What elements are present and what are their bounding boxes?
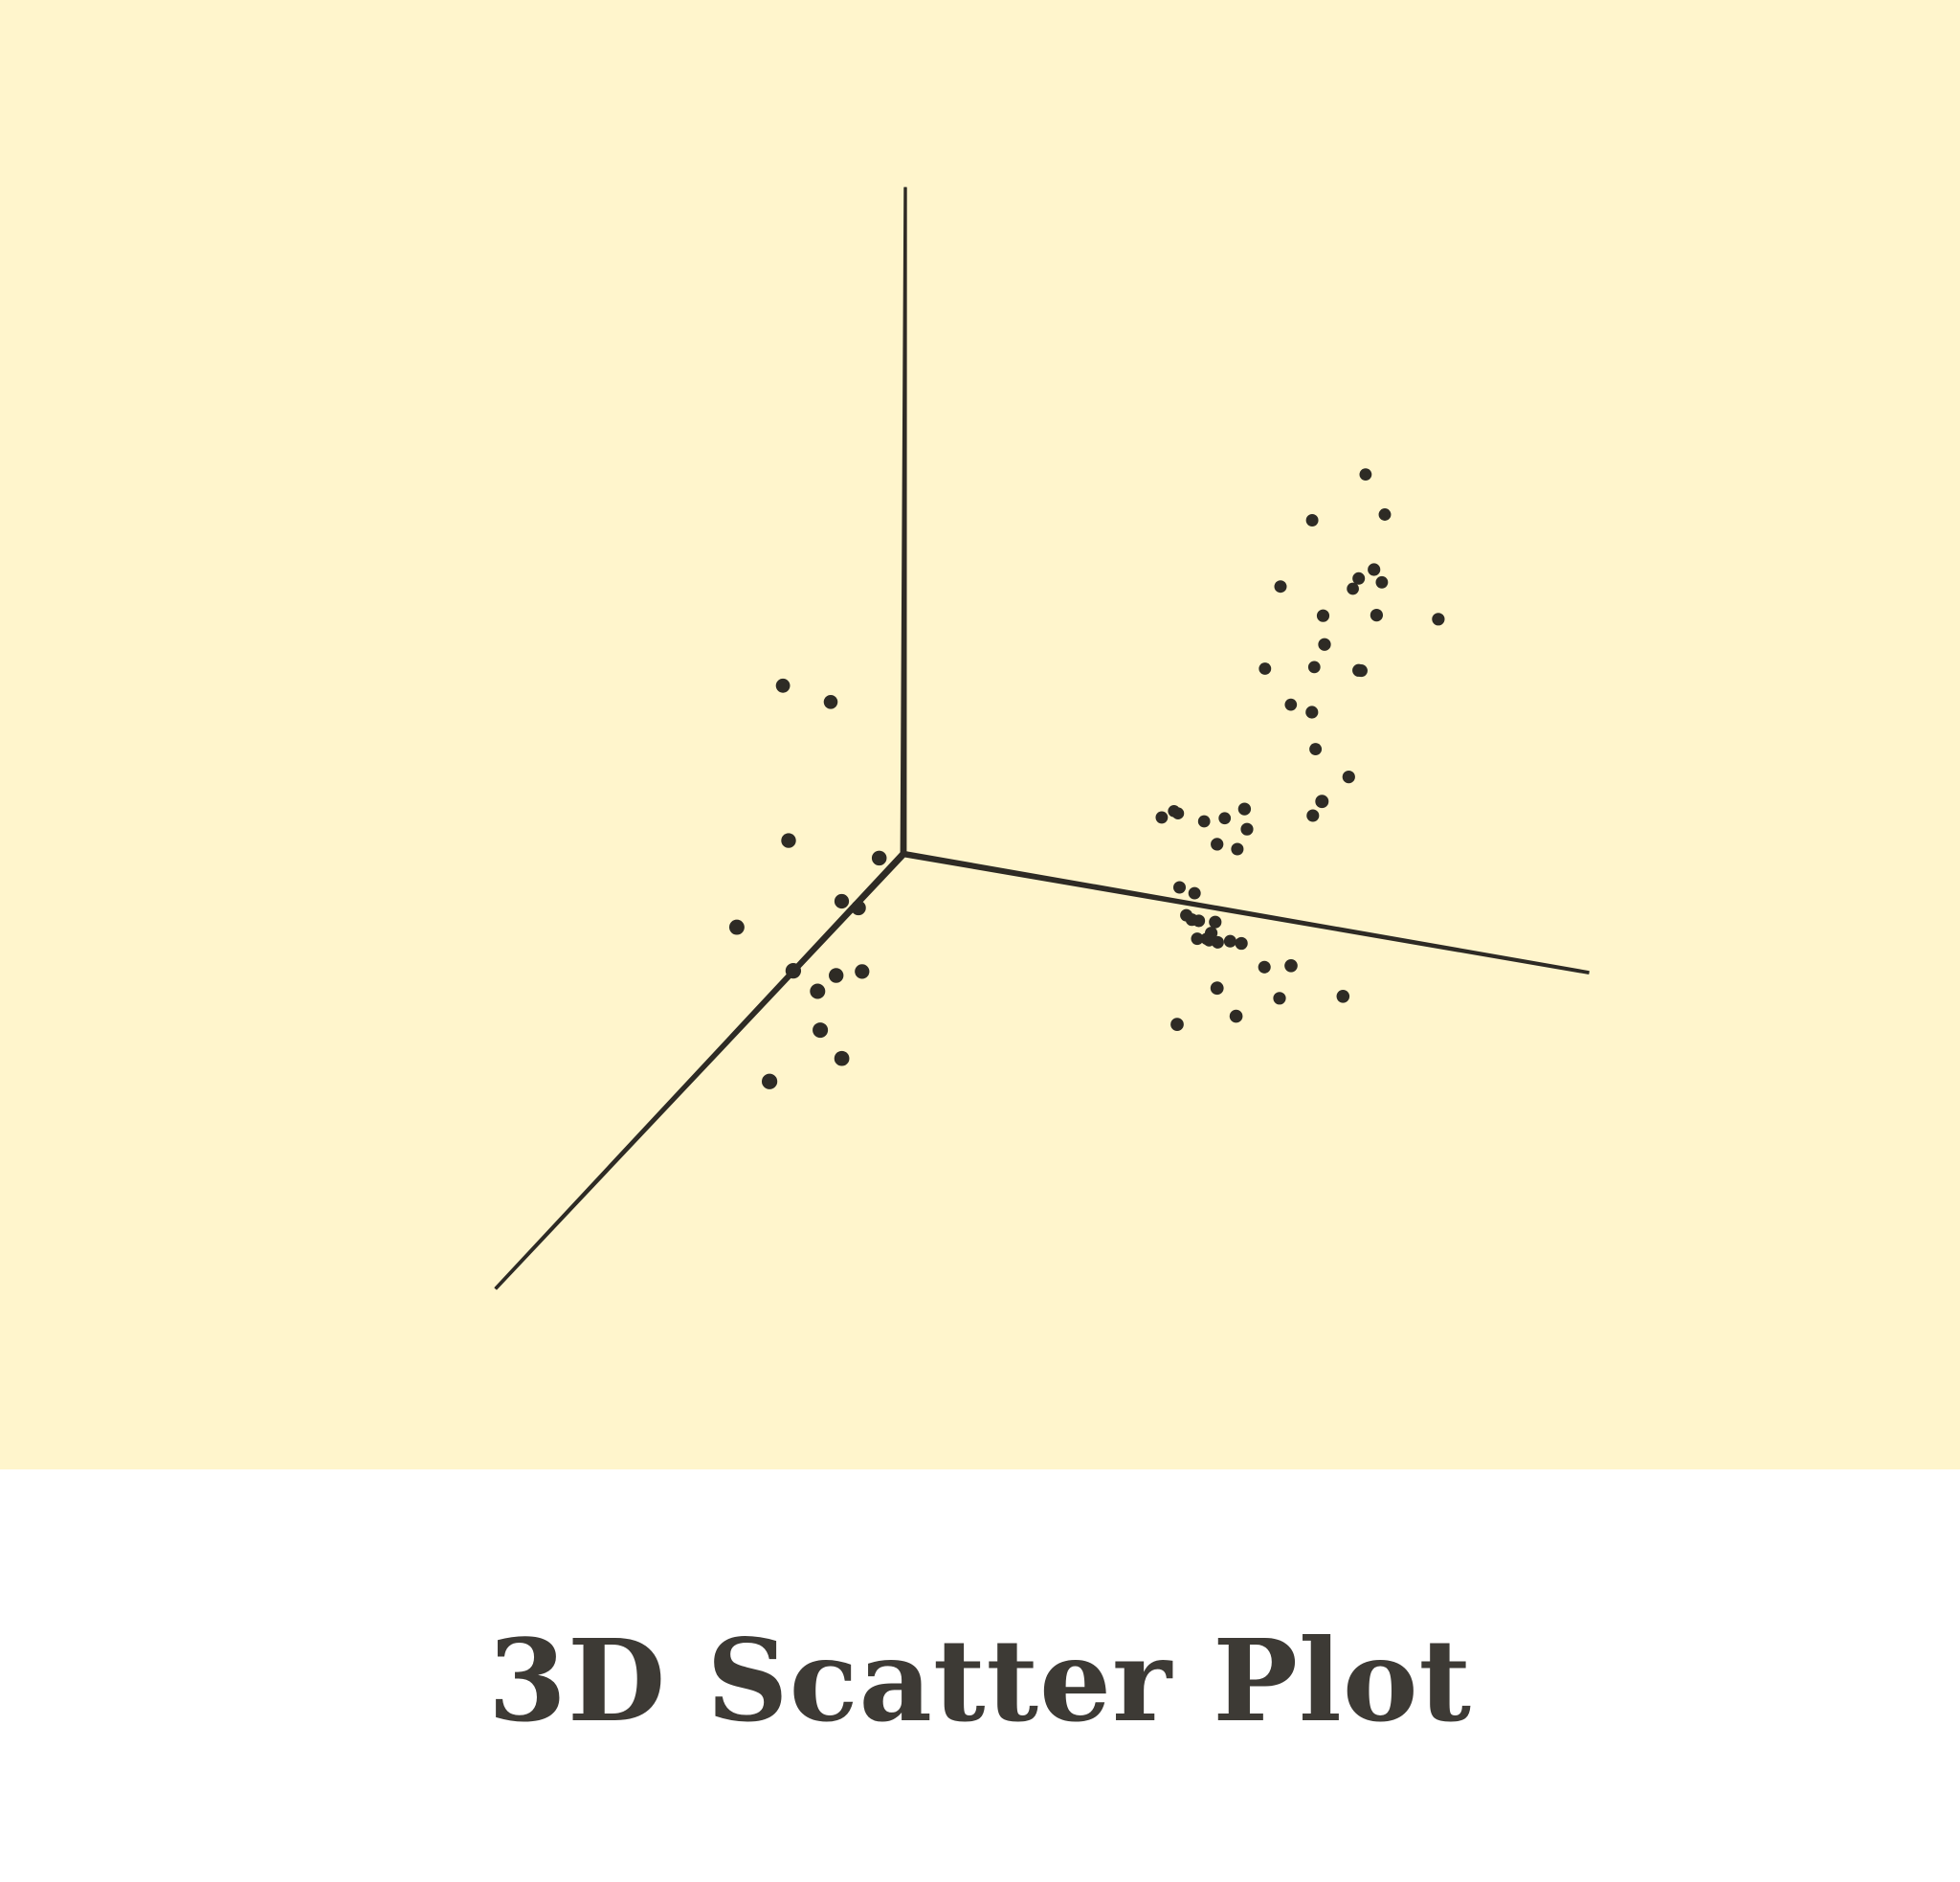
scatter-point-47 [1188, 886, 1201, 900]
scatter-point-31 [871, 850, 887, 866]
scatter-point-40 [855, 964, 870, 979]
scatter-point-23 [1231, 842, 1244, 856]
scatter-point-46 [1172, 881, 1187, 894]
scatter-point-45 [1218, 812, 1232, 825]
plot-area [0, 0, 1960, 1469]
plot-background [0, 0, 1960, 1469]
scatter-point-64 [1170, 1018, 1184, 1031]
scatter-point-22 [1211, 838, 1224, 851]
scatter-point-24 [1306, 809, 1320, 822]
scatter-point-18 [1284, 698, 1298, 711]
scatter-point-38 [834, 1050, 850, 1066]
scatter-point-51 [1209, 915, 1222, 929]
scatter-point-34 [834, 893, 850, 909]
scatter-point-11 [1318, 638, 1331, 651]
scatter-point-20 [1342, 770, 1355, 784]
scatter-point-53 [1223, 934, 1236, 948]
chart-title: 3D Scatter Plot [487, 1614, 1473, 1747]
scatter-point-59 [1284, 958, 1298, 973]
scatter-point-27 [775, 678, 791, 693]
scatter-point-35 [810, 983, 826, 999]
scatter-point-10 [1347, 582, 1359, 595]
y-axis-line [494, 851, 906, 1290]
scatter-point-33 [785, 962, 802, 979]
caption-bar: 3D Scatter Plot [0, 1469, 1960, 1882]
scatter-point-5 [1375, 575, 1389, 589]
scatter-point-9 [1370, 608, 1384, 622]
scatter-point-49 [1180, 908, 1193, 922]
scatter-point-36 [829, 968, 844, 983]
scatter-point-14 [1432, 613, 1445, 626]
scatter-point-4 [1352, 571, 1366, 585]
scatter-point-19 [1309, 743, 1323, 756]
scatter-point-37 [813, 1022, 829, 1039]
points-group [728, 468, 1445, 1089]
scatter-point-29 [781, 833, 796, 848]
scatter-point-42 [1155, 811, 1169, 824]
scatter-point-43 [1171, 807, 1185, 820]
scatter-point-28 [823, 695, 838, 709]
axes-group [494, 187, 1590, 1290]
scatter-point-13 [1354, 664, 1368, 678]
scatter-point-39 [761, 1073, 778, 1089]
scatter-point-6 [1274, 580, 1287, 594]
scatter-point-30 [728, 919, 745, 935]
scatter-point-62 [1229, 1009, 1243, 1023]
scatter-point-8 [1316, 609, 1330, 622]
scatter-point-61 [1273, 992, 1286, 1005]
scatter-point-58 [1258, 960, 1271, 974]
scatter-point-57 [1235, 936, 1248, 951]
scatter-point-25 [1240, 822, 1254, 836]
z-axis-line [900, 187, 907, 855]
scatter-point-63 [1210, 981, 1224, 996]
scatter-point-26 [1315, 795, 1329, 809]
scatter-point-50 [1192, 914, 1206, 928]
scatter-point-3 [1305, 514, 1319, 527]
scatter-point-7 [1368, 563, 1381, 576]
scatter-point-44 [1197, 815, 1211, 828]
scatter-point-21 [1237, 802, 1252, 816]
scatter-point-60 [1336, 990, 1350, 1003]
scatter-point-2 [1378, 508, 1392, 521]
scatter-point-15 [1307, 661, 1321, 674]
scatter-point-65 [1203, 934, 1215, 947]
scatter-point-55 [1191, 932, 1204, 946]
scatter-point-17 [1258, 662, 1272, 675]
scatter-3d-svg [0, 0, 1960, 1469]
scatter-point-1 [1359, 468, 1372, 481]
scatter-point-16 [1305, 706, 1319, 719]
scatter-point-32 [851, 900, 866, 916]
